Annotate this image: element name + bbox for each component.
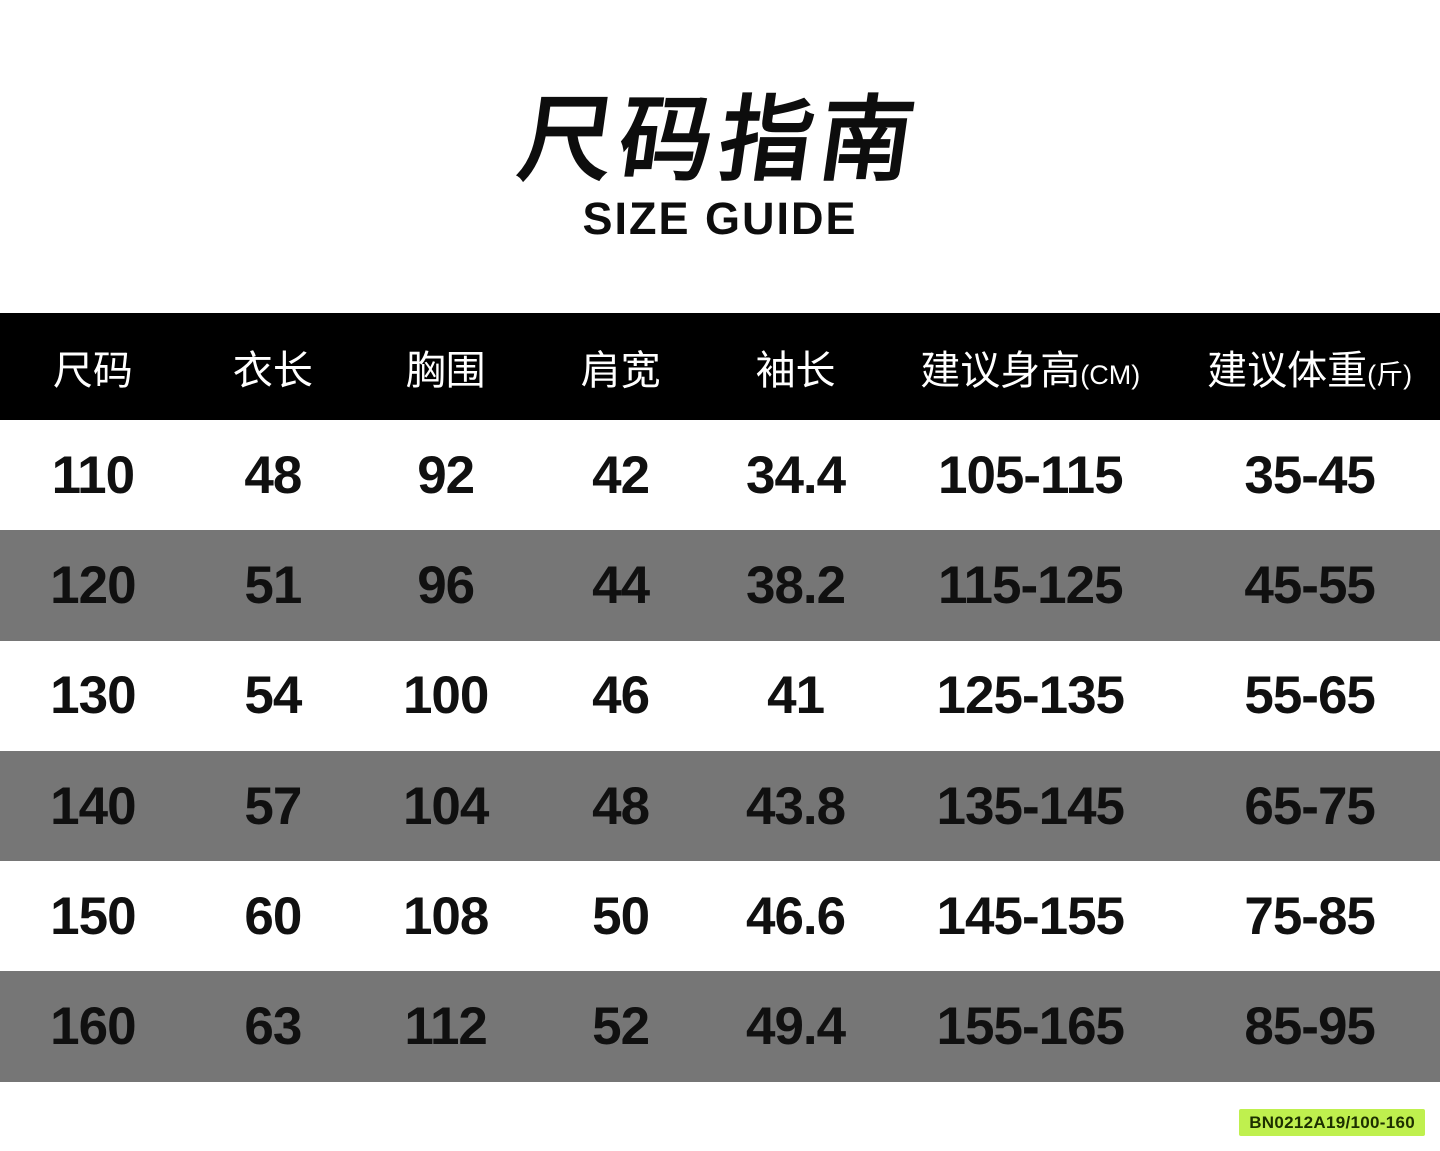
cell-weight: 35-45 [1244, 445, 1376, 505]
cell-shoulder: 42 [592, 445, 650, 505]
product-code-badge: BN0212A19/100-160 [1239, 1109, 1425, 1136]
header-cell-chest: 胸围 [360, 338, 531, 396]
cell-sleeve: 34.4 [745, 445, 846, 505]
table-row-130: 130 54 100 46 41 125-135 55-65 [0, 640, 1440, 751]
cell-size: 160 [50, 997, 136, 1057]
cell-shoulder: 48 [592, 776, 650, 836]
cell-shoulder: 46 [592, 666, 650, 726]
cell-garment-length: 48 [244, 445, 302, 505]
cell-sleeve: 38.2 [745, 555, 846, 615]
table-row-150: 150 60 108 50 46.6 145-155 75-85 [0, 861, 1440, 972]
size-table-header-row: 尺码 衣长 胸围 肩宽 袖长 建议身高(CM) 建议体重(斤) [0, 313, 1440, 420]
header-cell-size: 尺码 [0, 338, 186, 396]
cell-shoulder: 50 [592, 886, 650, 946]
cell-chest: 108 [402, 886, 489, 946]
header-cell-garment-length: 衣长 [186, 338, 360, 396]
cell-height: 115-125 [937, 555, 1124, 615]
header-cell-height: 建议身高(CM) [881, 338, 1179, 396]
cell-height: 145-155 [936, 886, 1126, 946]
cell-garment-length: 57 [244, 776, 302, 836]
cell-height: 105-115 [937, 445, 1124, 505]
table-row-110: 110 48 92 42 34.4 105-115 35-45 [0, 420, 1440, 531]
cell-sleeve: 43.8 [745, 776, 846, 836]
cell-garment-length: 54 [244, 666, 302, 726]
cell-weight: 45-55 [1244, 555, 1376, 615]
header-cell-sleeve: 袖长 [710, 338, 881, 396]
cell-garment-length: 51 [244, 555, 302, 615]
cell-shoulder: 44 [592, 555, 650, 615]
size-table: 尺码 衣长 胸围 肩宽 袖长 建议身高(CM) 建议体重(斤) 110 48 9… [0, 313, 1440, 1082]
cell-garment-length: 63 [244, 997, 302, 1057]
cell-size: 140 [50, 776, 136, 836]
cell-chest: 104 [402, 776, 489, 836]
cell-shoulder: 52 [592, 997, 650, 1057]
cell-garment-length: 60 [244, 886, 302, 946]
cell-chest: 112 [404, 997, 488, 1057]
table-row-160: 160 63 112 52 49.4 155-165 85-95 [0, 971, 1440, 1082]
cell-chest: 100 [402, 666, 489, 726]
header-label-size: 尺码 [52, 348, 133, 393]
cell-chest: 92 [417, 445, 475, 505]
cell-size: 130 [50, 666, 136, 726]
cell-sleeve: 49.4 [745, 997, 846, 1057]
cell-weight: 75-85 [1244, 886, 1376, 946]
table-row-120: 120 51 96 44 38.2 115-125 45-55 [0, 530, 1440, 641]
header-label-garment-length: 衣长 [232, 348, 313, 393]
cell-size: 110 [51, 445, 136, 505]
cell-sleeve: 41 [767, 666, 825, 726]
page-title-chinese: 尺码指南 [512, 88, 928, 192]
header-unit-weight: (斤) [1367, 359, 1413, 390]
cell-height: 125-135 [936, 666, 1126, 726]
cell-weight: 55-65 [1244, 666, 1376, 726]
header-label-height: 建议身高 [920, 348, 1081, 393]
header-label-sleeve: 袖长 [755, 348, 836, 393]
table-row-140: 140 57 104 48 43.8 135-145 65-75 [0, 750, 1440, 862]
cell-weight: 85-95 [1244, 997, 1376, 1057]
cell-size: 150 [50, 886, 136, 946]
cell-size: 120 [50, 555, 136, 615]
cell-height: 155-165 [936, 997, 1126, 1057]
header-label-shoulder: 肩宽 [580, 348, 661, 393]
page-title-english: SIZE GUIDE [582, 192, 858, 244]
header-cell-weight: 建议体重(斤) [1179, 338, 1440, 396]
cell-chest: 96 [417, 555, 475, 615]
cell-sleeve: 46.6 [745, 886, 846, 946]
header-unit-height: (CM) [1080, 359, 1141, 390]
cell-weight: 65-75 [1244, 776, 1376, 836]
title-block: 尺码指南 SIZE GUIDE [0, 0, 1440, 241]
header-cell-shoulder: 肩宽 [531, 338, 710, 396]
header-label-weight: 建议体重 [1207, 348, 1368, 393]
header-label-chest: 胸围 [405, 348, 486, 393]
cell-height: 135-145 [936, 776, 1126, 836]
